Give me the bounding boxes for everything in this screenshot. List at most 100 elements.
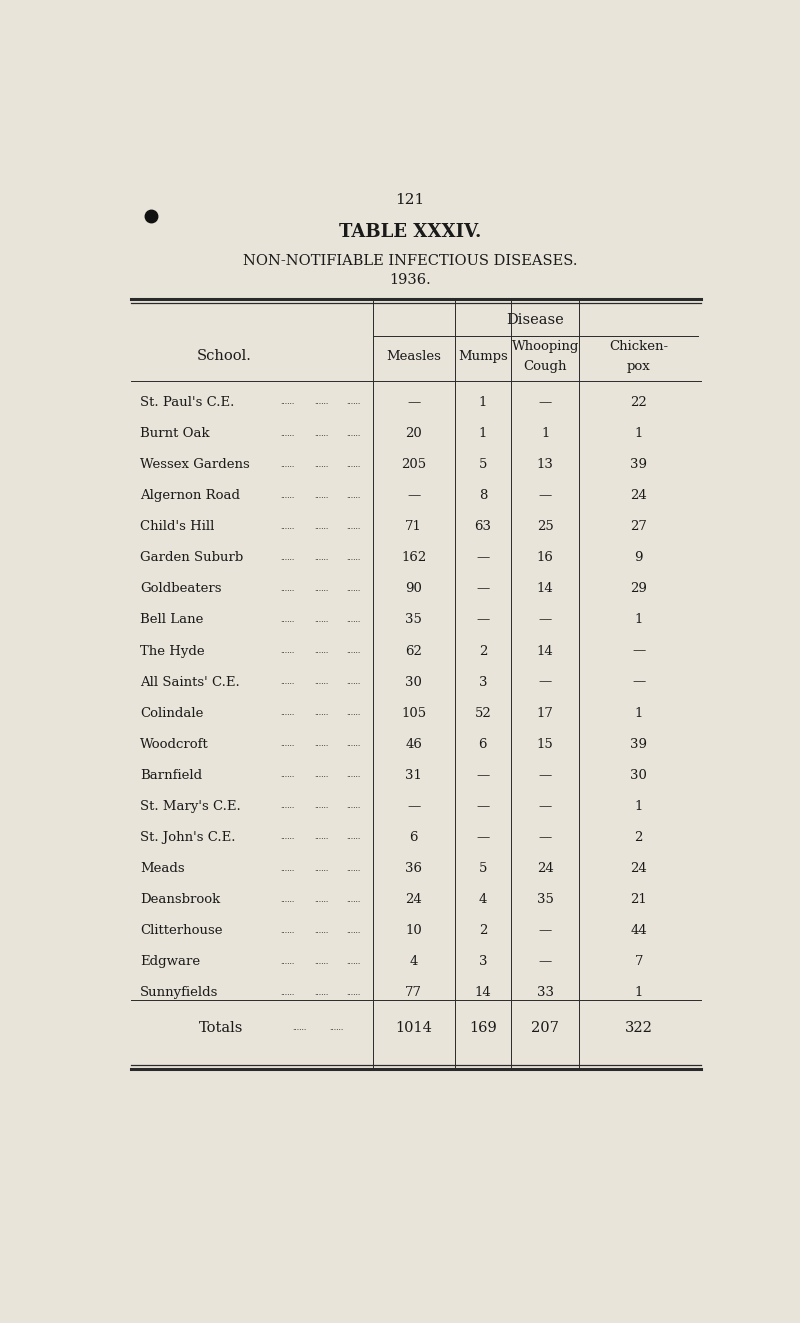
Text: ......: ...... — [314, 585, 328, 593]
Text: 39: 39 — [630, 458, 647, 471]
Text: ......: ...... — [346, 492, 361, 500]
Text: NON-NOTIFIABLE INFECTIOUS DISEASES.: NON-NOTIFIABLE INFECTIOUS DISEASES. — [242, 254, 578, 267]
Text: 7: 7 — [634, 955, 643, 968]
Text: 62: 62 — [406, 644, 422, 658]
Text: Garden Suburb: Garden Suburb — [140, 552, 243, 565]
Text: —: — — [476, 831, 490, 844]
Text: ......: ...... — [314, 617, 328, 624]
Text: 22: 22 — [630, 396, 647, 409]
Text: St. Paul's C.E.: St. Paul's C.E. — [140, 396, 234, 409]
Text: —: — — [407, 490, 420, 503]
Text: ......: ...... — [280, 864, 294, 873]
Text: —: — — [538, 614, 552, 627]
Text: Cough: Cough — [523, 360, 567, 373]
Text: 27: 27 — [630, 520, 647, 533]
Text: —: — — [538, 396, 552, 409]
Text: 1: 1 — [541, 427, 550, 441]
Text: ......: ...... — [280, 523, 294, 531]
Text: ......: ...... — [314, 679, 328, 687]
Text: 29: 29 — [630, 582, 647, 595]
Text: ......: ...... — [346, 864, 361, 873]
Text: 36: 36 — [406, 863, 422, 875]
Text: ......: ...... — [280, 896, 294, 904]
Text: ......: ...... — [280, 554, 294, 562]
Text: 162: 162 — [401, 552, 426, 565]
Text: 44: 44 — [630, 925, 647, 937]
Text: —: — — [476, 769, 490, 782]
Text: 1: 1 — [634, 800, 643, 812]
Text: ......: ...... — [314, 896, 328, 904]
Text: 3: 3 — [478, 676, 487, 689]
Text: 33: 33 — [537, 987, 554, 999]
Text: ......: ...... — [346, 896, 361, 904]
Text: Barnfield: Barnfield — [140, 769, 202, 782]
Text: ......: ...... — [346, 958, 361, 966]
Text: 5: 5 — [478, 458, 487, 471]
Text: ......: ...... — [280, 803, 294, 811]
Text: ......: ...... — [346, 926, 361, 934]
Text: 90: 90 — [406, 582, 422, 595]
Text: 4: 4 — [410, 955, 418, 968]
Text: ......: ...... — [280, 988, 294, 996]
Text: 1: 1 — [634, 427, 643, 441]
Text: ......: ...... — [346, 617, 361, 624]
Text: ......: ...... — [314, 833, 328, 841]
Text: 1: 1 — [478, 427, 487, 441]
Text: Meads: Meads — [140, 863, 185, 875]
Text: ......: ...... — [280, 492, 294, 500]
Text: ......: ...... — [280, 958, 294, 966]
Text: —: — — [538, 490, 552, 503]
Text: 322: 322 — [625, 1021, 653, 1035]
Text: ......: ...... — [346, 460, 361, 468]
Text: 1: 1 — [634, 614, 643, 627]
Text: ......: ...... — [346, 988, 361, 996]
Text: 20: 20 — [406, 427, 422, 441]
Text: 8: 8 — [478, 490, 487, 503]
Text: Edgware: Edgware — [140, 955, 201, 968]
Text: Sunnyfields: Sunnyfields — [140, 987, 218, 999]
Text: 1014: 1014 — [395, 1021, 432, 1035]
Text: 3: 3 — [478, 955, 487, 968]
Text: ......: ...... — [280, 398, 294, 406]
Text: 25: 25 — [537, 520, 554, 533]
Text: St. Mary's C.E.: St. Mary's C.E. — [140, 800, 241, 812]
Text: ......: ...... — [346, 741, 361, 749]
Text: Clitterhouse: Clitterhouse — [140, 925, 222, 937]
Text: 169: 169 — [469, 1021, 497, 1035]
Text: 1: 1 — [634, 706, 643, 720]
Text: 46: 46 — [406, 738, 422, 750]
Text: Woodcroft: Woodcroft — [140, 738, 209, 750]
Text: Wessex Gardens: Wessex Gardens — [140, 458, 250, 471]
Text: ......: ...... — [314, 709, 328, 717]
Text: —: — — [538, 955, 552, 968]
Text: 2: 2 — [634, 831, 643, 844]
Text: 4: 4 — [478, 893, 487, 906]
Text: —: — — [538, 831, 552, 844]
Text: Burnt Oak: Burnt Oak — [140, 427, 210, 441]
Text: 1: 1 — [634, 987, 643, 999]
Text: ......: ...... — [314, 430, 328, 438]
Text: —: — — [476, 582, 490, 595]
Text: 6: 6 — [478, 738, 487, 750]
Text: All Saints' C.E.: All Saints' C.E. — [140, 676, 240, 689]
Text: ......: ...... — [314, 958, 328, 966]
Text: Bell Lane: Bell Lane — [140, 614, 204, 627]
Text: The Hyde: The Hyde — [140, 644, 205, 658]
Text: ......: ...... — [314, 988, 328, 996]
Text: Disease: Disease — [506, 312, 565, 327]
Text: —: — — [538, 800, 552, 812]
Text: 5: 5 — [478, 863, 487, 875]
Text: ......: ...... — [346, 398, 361, 406]
Text: —: — — [538, 925, 552, 937]
Text: ......: ...... — [314, 554, 328, 562]
Text: ......: ...... — [346, 771, 361, 779]
Text: 105: 105 — [401, 706, 426, 720]
Text: Chicken-: Chicken- — [610, 340, 668, 353]
Text: ......: ...... — [280, 460, 294, 468]
Text: 24: 24 — [537, 863, 554, 875]
Text: 71: 71 — [406, 520, 422, 533]
Text: 24: 24 — [630, 490, 647, 503]
Text: 16: 16 — [537, 552, 554, 565]
Text: —: — — [476, 800, 490, 812]
Text: ......: ...... — [346, 833, 361, 841]
